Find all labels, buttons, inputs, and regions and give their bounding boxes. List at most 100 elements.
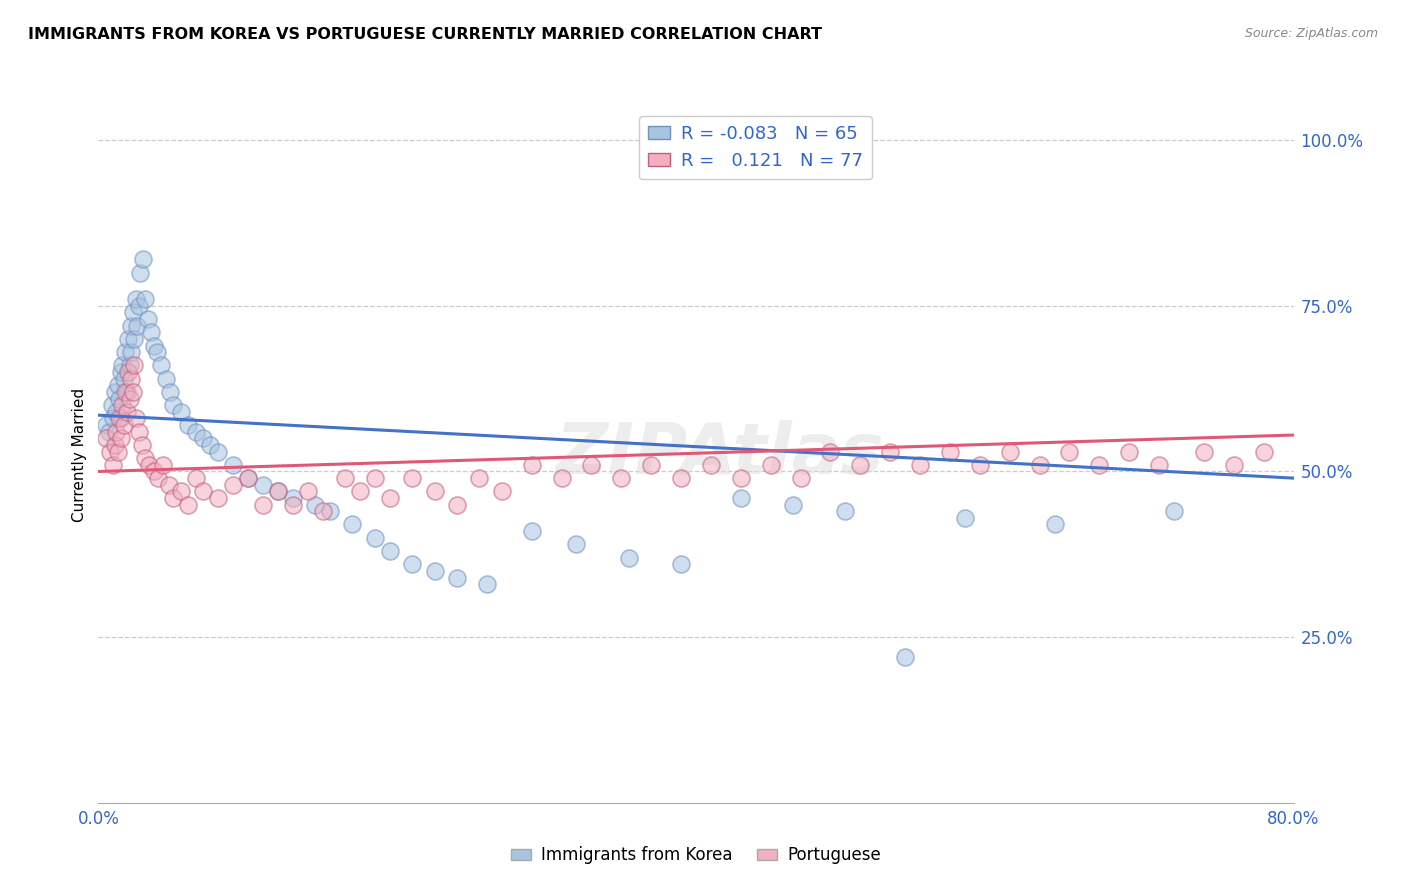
Point xyxy=(1253,444,1275,458)
Point xyxy=(1223,458,1246,472)
Point xyxy=(565,537,588,551)
Point xyxy=(162,398,184,412)
Point xyxy=(730,471,752,485)
Point xyxy=(105,425,128,439)
Point xyxy=(879,444,901,458)
Point xyxy=(191,431,214,445)
Point xyxy=(117,332,139,346)
Point xyxy=(610,471,633,485)
Point xyxy=(468,471,491,485)
Point xyxy=(118,392,141,406)
Point xyxy=(155,372,177,386)
Point xyxy=(108,392,131,406)
Point xyxy=(939,444,962,458)
Point xyxy=(125,292,148,306)
Point xyxy=(177,418,200,433)
Point xyxy=(364,471,387,485)
Point xyxy=(759,458,782,472)
Point xyxy=(200,438,222,452)
Point xyxy=(1043,517,1066,532)
Point xyxy=(120,372,142,386)
Point xyxy=(789,471,811,485)
Point xyxy=(297,484,319,499)
Point xyxy=(121,305,143,319)
Point xyxy=(1028,458,1050,472)
Point xyxy=(222,477,245,491)
Point xyxy=(112,418,135,433)
Point xyxy=(103,458,125,472)
Point xyxy=(520,524,543,538)
Point xyxy=(236,471,259,485)
Point xyxy=(117,365,139,379)
Point xyxy=(118,359,141,373)
Point xyxy=(581,458,603,472)
Point xyxy=(491,484,513,499)
Point xyxy=(150,359,173,373)
Point xyxy=(142,338,165,352)
Point xyxy=(333,471,356,485)
Point xyxy=(112,372,135,386)
Point xyxy=(125,411,148,425)
Point xyxy=(550,471,572,485)
Point xyxy=(132,252,155,267)
Point xyxy=(120,345,142,359)
Point xyxy=(1118,444,1140,458)
Point xyxy=(120,318,142,333)
Point xyxy=(148,471,170,485)
Point xyxy=(101,398,124,412)
Point xyxy=(105,405,128,419)
Point xyxy=(207,444,229,458)
Point xyxy=(111,359,134,373)
Point xyxy=(281,498,304,512)
Point xyxy=(104,438,127,452)
Point xyxy=(139,326,162,340)
Point xyxy=(128,299,150,313)
Point xyxy=(162,491,184,505)
Point xyxy=(145,345,167,359)
Point xyxy=(134,451,156,466)
Point xyxy=(152,458,174,472)
Point xyxy=(110,431,132,445)
Point xyxy=(129,266,152,280)
Point xyxy=(730,491,752,505)
Point xyxy=(281,491,304,505)
Point xyxy=(100,444,122,458)
Point xyxy=(669,558,692,572)
Point xyxy=(124,332,146,346)
Point xyxy=(110,411,132,425)
Point xyxy=(969,458,991,472)
Point xyxy=(115,384,138,399)
Point xyxy=(97,425,120,439)
Point xyxy=(1298,458,1320,472)
Point xyxy=(908,458,931,472)
Text: ZIPAtlas: ZIPAtlas xyxy=(555,420,884,490)
Point xyxy=(177,498,200,512)
Point xyxy=(159,384,181,399)
Point xyxy=(169,484,191,499)
Point xyxy=(114,384,136,399)
Point xyxy=(222,458,245,472)
Point xyxy=(304,498,326,512)
Point xyxy=(103,411,125,425)
Point xyxy=(820,444,842,458)
Point xyxy=(142,465,165,479)
Point xyxy=(849,458,872,472)
Point xyxy=(423,484,446,499)
Point xyxy=(136,312,159,326)
Point xyxy=(782,498,804,512)
Point xyxy=(1088,458,1111,472)
Point xyxy=(1343,444,1365,458)
Point xyxy=(184,471,207,485)
Point xyxy=(157,477,180,491)
Point xyxy=(252,477,274,491)
Point xyxy=(953,511,976,525)
Point xyxy=(640,458,662,472)
Point xyxy=(401,558,423,572)
Point xyxy=(124,359,146,373)
Point xyxy=(364,531,387,545)
Text: Source: ZipAtlas.com: Source: ZipAtlas.com xyxy=(1244,27,1378,40)
Point xyxy=(342,517,364,532)
Point xyxy=(115,405,138,419)
Point xyxy=(617,550,640,565)
Point xyxy=(1059,444,1081,458)
